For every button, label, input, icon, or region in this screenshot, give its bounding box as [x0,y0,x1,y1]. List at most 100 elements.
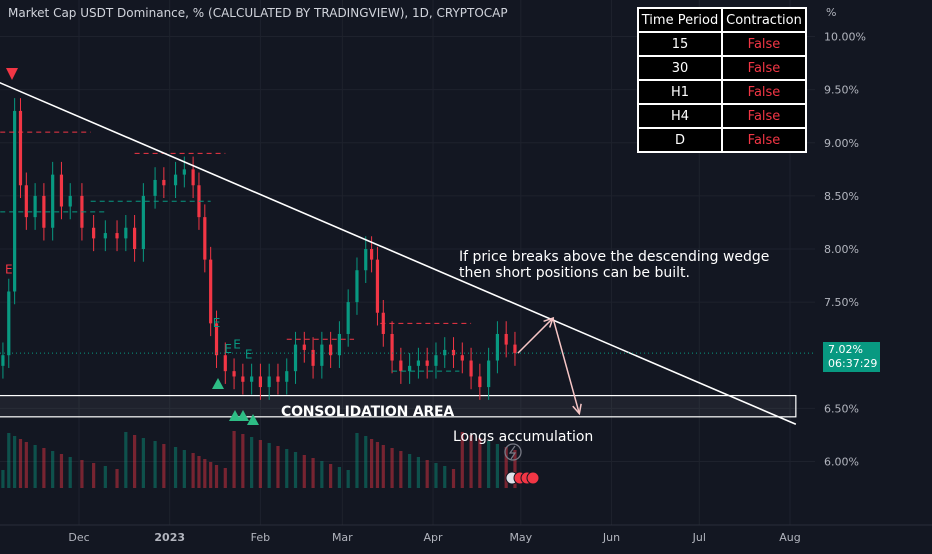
volume-bar [375,442,380,488]
candle-body [115,233,119,239]
candle-body [285,371,289,382]
longs-accumulation-label: Longs accumulation [453,429,594,445]
y-tick-label: 6.50% [824,402,859,415]
volume-bar [173,447,178,488]
volume-bar [51,451,55,488]
volume-bar [329,464,333,488]
candle-body [311,349,315,366]
period-cell: H4 [637,103,723,129]
volume-bar [276,446,280,488]
projection-arrow [517,317,554,354]
x-tick-label: Jul [692,531,706,544]
volume-bar [311,458,315,488]
x-axis[interactable]: Dec 2023 Feb Mar Apr May Jun Jul Aug [0,524,932,544]
volume-bar [390,448,394,488]
candle-body [1,355,5,366]
period-cell: 30 [637,55,723,81]
earnings-marker: E [5,262,13,276]
volume-bar [162,444,166,488]
candle-body [162,179,166,186]
y-tick-label: 9.50% [824,84,859,97]
consolidation-zone [0,394,797,418]
volume-bar [182,450,186,488]
candle-body [24,185,28,218]
chart-title: Market Cap USDT Dominance, % (CALCULATED… [8,6,508,20]
x-tick-label: Feb [251,531,270,544]
volume-bar [425,460,429,488]
arrow-head [543,316,555,328]
chart-extras [504,443,540,485]
volume-bar [504,447,508,488]
earnings-marker: E [213,316,221,330]
volume-bar [203,459,207,488]
axis-unit-label: % [826,6,837,19]
x-tick-label: May [509,531,532,544]
contraction-cell: False [721,31,807,57]
buy-signal-icon [247,414,259,425]
buy-signal-icon [212,378,224,389]
period-cell: H1 [637,79,723,105]
volume-bar [132,435,137,488]
arrow-head [572,403,582,416]
volume-bar [443,466,447,488]
last-price-badge: 7.02% 06:37:29 [823,342,880,372]
volume-bar [103,466,107,488]
consolidation-label: CONSOLIDATION AREA [281,404,455,420]
header-contraction: Contraction [721,7,807,33]
volume-bar [381,445,385,488]
candle-body [209,259,213,324]
candle-body [214,323,219,356]
candle-body [250,376,254,382]
y-axis[interactable]: 10.00% 9.50% 9.00% 8.50% 8.00% 7.50% 6.50% 6.00… [824,31,866,469]
volume-bar [214,465,219,488]
volume-bar [320,461,324,488]
grid [0,0,815,525]
x-tick-label: Jun [602,531,620,544]
volume-bar [451,469,456,488]
candle-body [267,376,271,388]
candle-body [241,376,245,382]
volume-bar [364,436,368,488]
candle-body [103,233,107,239]
volume-bar [495,444,500,488]
volume-bar [124,432,128,488]
volume-bar [1,470,5,488]
volume-bar [369,439,374,488]
earnings-marker: E [245,347,253,361]
candle-body [408,365,412,372]
candle-body [13,110,17,292]
volume-bar [513,450,517,488]
volume-bar [92,463,96,488]
wedge-note-line2: then short positions can be built. [459,265,690,281]
candle-body [504,333,508,345]
volume-bar [80,460,84,488]
contraction-status-table: Time Period Contraction 15 False 30 Fals… [637,7,807,153]
volume-bar [223,468,227,488]
candle-body [451,349,456,356]
candle-body [416,360,421,366]
candle-body [495,333,500,361]
candle-body [320,344,324,366]
candle-body [390,333,394,361]
volume-bar [285,449,289,488]
volume-bar [68,457,72,488]
candle-body [369,249,374,260]
contraction-cell: False [721,79,807,105]
candle-body [434,355,438,366]
volume-bar [346,470,350,488]
contraction-cell: False [721,103,807,129]
volume-bar [478,438,482,488]
volume-bar [408,454,412,488]
volume-bar [416,457,421,488]
table-row: H4 False [637,103,807,129]
projection-arrows [517,316,582,416]
volume-bar [115,469,119,488]
candle-body [364,249,368,271]
projection-arrow [552,317,581,414]
descending-trendline[interactable] [0,79,797,426]
candle-body [375,259,380,313]
table-header-row: Time Period Contraction [637,7,807,33]
volume-bar [267,443,271,488]
